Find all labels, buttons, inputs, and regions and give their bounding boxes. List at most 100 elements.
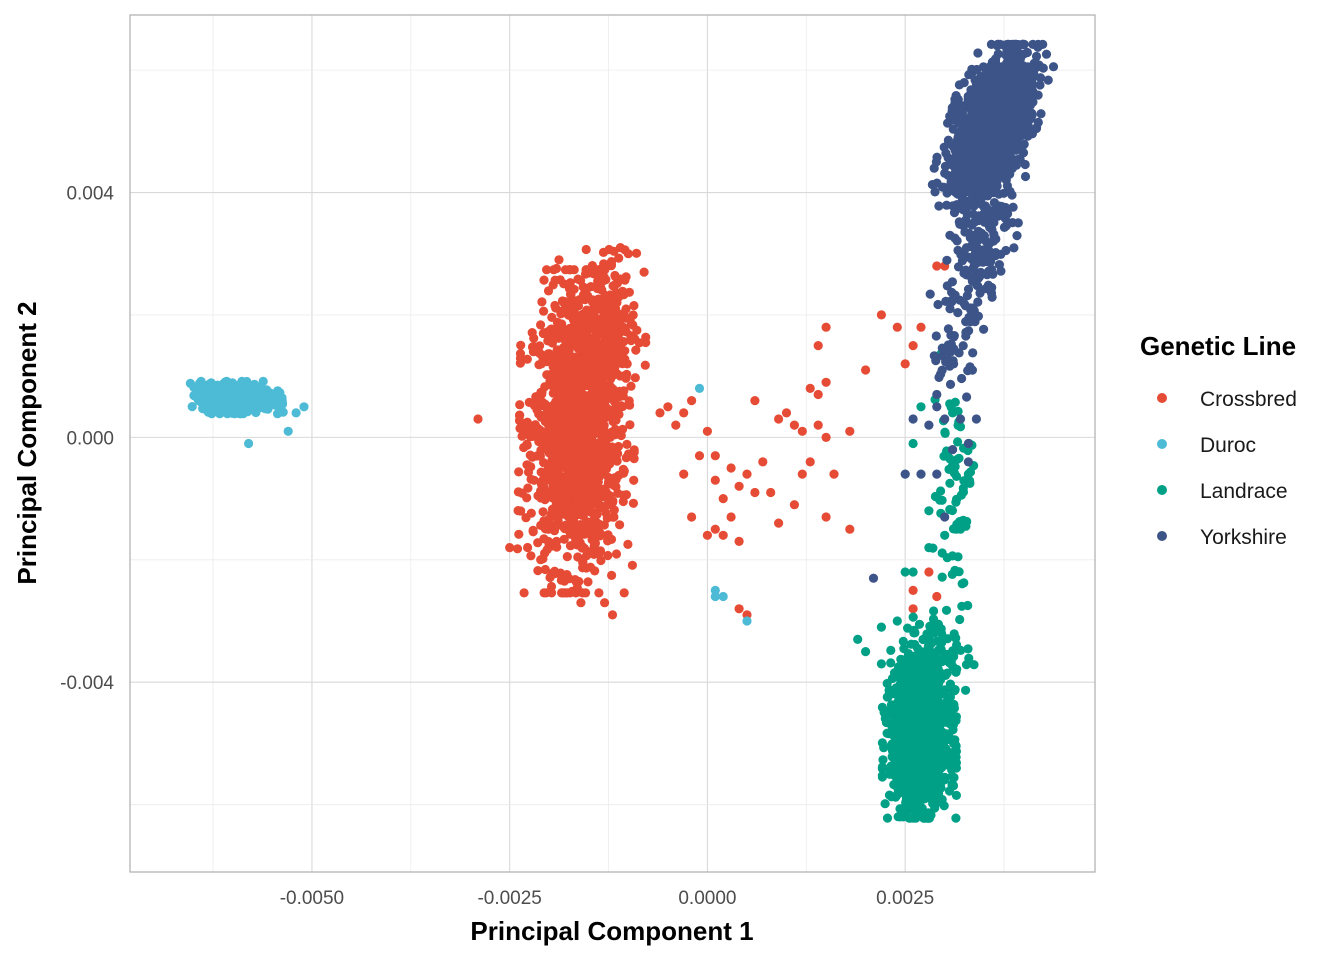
- data-point: [610, 280, 620, 290]
- data-point: [797, 426, 807, 436]
- data-point: [908, 604, 918, 614]
- data-point: [702, 530, 713, 540]
- data-point: [515, 400, 525, 410]
- data-point: [877, 764, 888, 774]
- data-point: [557, 453, 567, 463]
- data-point: [594, 588, 604, 598]
- data-point: [932, 757, 942, 767]
- data-point: [961, 685, 971, 695]
- data-point: [949, 699, 959, 710]
- data-point: [596, 283, 606, 293]
- data-point: [789, 500, 800, 510]
- data-point: [576, 598, 586, 608]
- data-point: [575, 456, 585, 466]
- data-point: [640, 360, 650, 370]
- data-point: [583, 268, 594, 278]
- data-point: [516, 340, 526, 350]
- data-point: [618, 496, 628, 507]
- data-point: [876, 622, 887, 632]
- data-point: [512, 544, 523, 554]
- data-point: [829, 469, 839, 479]
- series-duroc: [185, 376, 752, 626]
- data-point: [586, 548, 596, 558]
- data-point: [710, 475, 720, 485]
- data-point: [262, 404, 272, 414]
- data-point: [916, 322, 926, 332]
- data-point: [583, 426, 593, 436]
- data-point: [546, 581, 557, 592]
- data-point: [904, 719, 914, 729]
- data-point: [578, 474, 588, 485]
- data-point: [538, 397, 548, 407]
- data-point: [593, 388, 603, 398]
- data-point: [543, 336, 553, 346]
- data-point: [548, 388, 558, 398]
- data-point: [560, 428, 570, 438]
- data-point: [614, 253, 624, 263]
- data-point: [939, 649, 949, 659]
- data-point: [581, 244, 591, 255]
- data-point: [901, 758, 911, 768]
- data-point: [610, 270, 620, 281]
- data-point: [923, 707, 933, 717]
- data-point: [913, 803, 923, 814]
- data-point: [540, 564, 550, 575]
- data-point: [797, 469, 807, 479]
- data-point: [528, 347, 539, 357]
- data-point: [951, 497, 961, 507]
- data-point: [594, 549, 604, 559]
- data-point: [585, 402, 595, 412]
- data-point: [565, 289, 576, 299]
- data-point: [947, 505, 958, 516]
- data-point: [628, 498, 639, 508]
- data-point: [588, 447, 598, 457]
- data-point: [588, 439, 599, 450]
- data-point: [742, 616, 752, 626]
- data-point: [603, 536, 613, 546]
- data-point: [973, 48, 983, 58]
- data-point: [560, 371, 570, 381]
- data-point: [687, 396, 697, 406]
- data-point: [612, 330, 622, 340]
- data-point: [583, 528, 593, 538]
- data-point: [274, 404, 284, 414]
- data-point: [505, 543, 515, 553]
- data-point: [538, 507, 548, 517]
- data-point: [590, 566, 600, 576]
- data-point: [611, 415, 621, 425]
- data-point: [623, 249, 633, 259]
- data-point: [583, 577, 593, 587]
- data-point: [915, 723, 925, 734]
- data-point: [921, 758, 931, 769]
- data-point: [1036, 109, 1046, 119]
- data-point: [629, 475, 639, 485]
- data-point: [536, 555, 546, 565]
- data-point: [923, 632, 933, 642]
- data-point: [577, 510, 587, 520]
- data-point: [594, 349, 604, 359]
- data-point: [903, 798, 913, 808]
- data-point: [605, 459, 615, 469]
- data-point: [551, 303, 561, 313]
- data-point: [625, 420, 635, 430]
- data-point: [944, 786, 955, 796]
- data-point: [219, 393, 229, 403]
- data-point: [202, 396, 213, 406]
- data-point: [908, 567, 918, 577]
- data-point: [951, 471, 962, 481]
- data-point: [1041, 49, 1052, 59]
- data-point: [571, 412, 581, 422]
- data-point: [882, 813, 893, 823]
- data-point: [626, 336, 636, 346]
- data-point: [607, 570, 617, 581]
- data-point: [541, 588, 551, 598]
- data-point: [558, 588, 568, 598]
- data-point: [602, 335, 612, 346]
- data-point: [597, 263, 607, 274]
- data-point: [594, 500, 604, 510]
- data-point: [921, 733, 931, 743]
- data-point: [556, 443, 566, 453]
- data-point: [930, 789, 940, 799]
- data-point: [582, 349, 592, 359]
- data-point: [935, 729, 946, 740]
